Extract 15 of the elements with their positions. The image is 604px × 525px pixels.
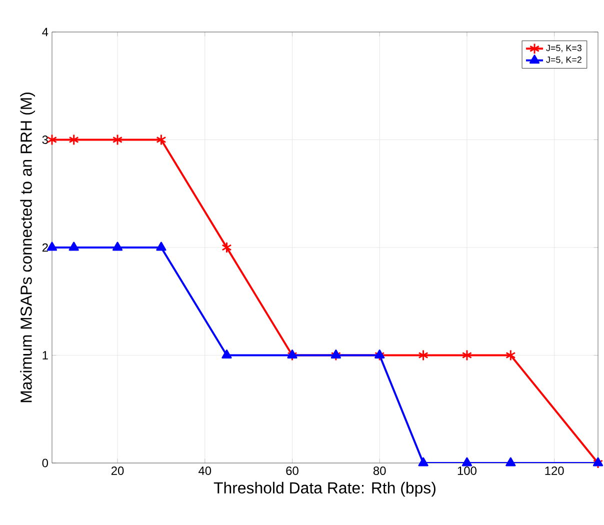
x-tick-label: 120 [545, 466, 564, 475]
x-tick-label: 80 [373, 466, 386, 475]
x-axis-title: Threshold Data Rate: Rth (bps) [214, 482, 436, 497]
legend-label: J=5, K=2 [546, 56, 582, 64]
y-tick-label: 4 [42, 28, 48, 36]
x-tick-label: 40 [198, 466, 212, 475]
y-tick-label: 3 [42, 136, 48, 144]
y-tick-label: 2 [42, 243, 48, 252]
x-tick-label: 100 [458, 466, 476, 475]
y-tick-label: 0 [42, 458, 48, 468]
y-tick-label: 1 [42, 351, 48, 360]
legend-label: J=5, K=3 [546, 44, 582, 52]
x-tick-label: 60 [286, 466, 298, 475]
x-tick-label: 20 [111, 466, 124, 475]
y-axis-title: Maximum MSAPs connected to an RRH (M) [20, 92, 35, 402]
